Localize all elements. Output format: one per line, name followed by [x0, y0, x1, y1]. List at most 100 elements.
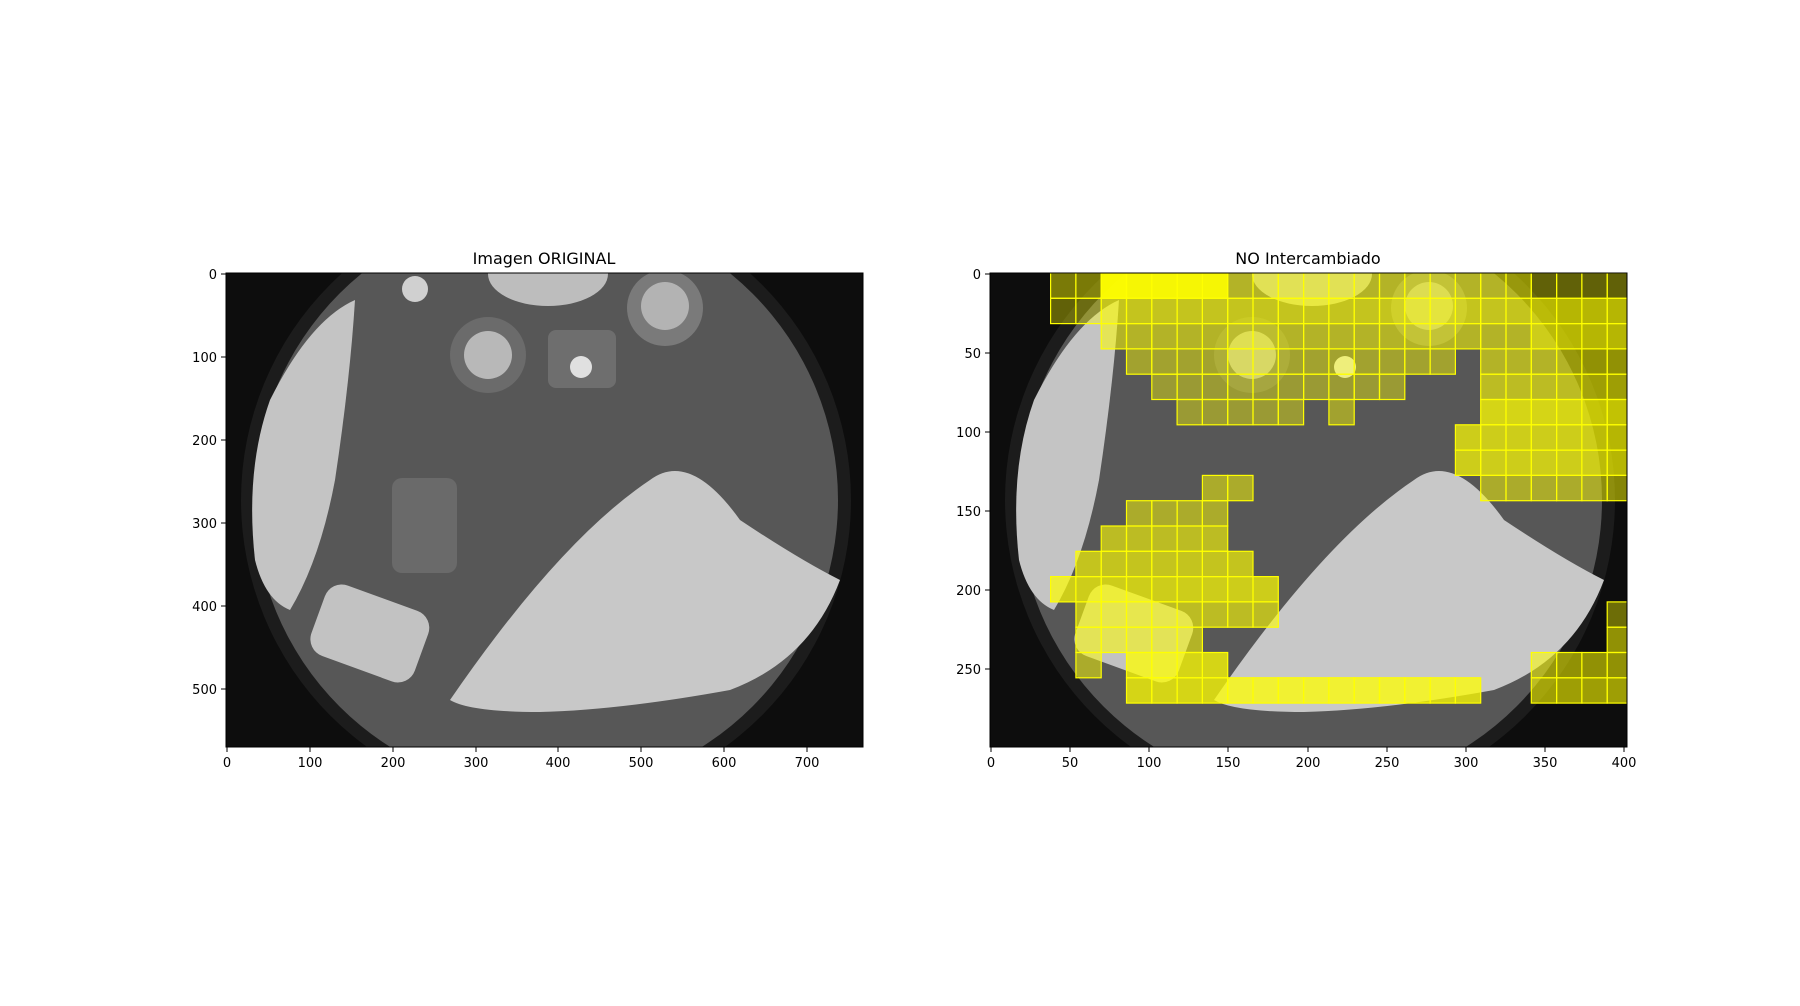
saliency-patch — [1606, 424, 1627, 451]
saliency-patch — [1555, 474, 1583, 502]
saliency-patch — [1100, 323, 1128, 350]
saliency-patch — [1151, 500, 1178, 527]
saliency-patch — [1505, 449, 1532, 477]
saliency-patch — [1454, 424, 1482, 451]
saliency-patch — [1404, 273, 1431, 299]
saliency-patch — [1606, 398, 1627, 426]
saliency-patch — [1328, 373, 1355, 401]
saliency-patch — [1328, 677, 1355, 704]
saliency-patch — [1505, 373, 1532, 401]
saliency-patch — [1353, 677, 1381, 704]
x-axis-original: 0 100 200 300 400 500 600 700 — [223, 747, 820, 771]
saliency-patch — [1555, 398, 1583, 426]
saliency-patch — [1125, 273, 1153, 299]
saliency-patch — [1201, 677, 1229, 704]
saliency-patch — [1480, 348, 1507, 375]
saliency-patch — [1404, 323, 1431, 350]
saliency-patch — [1530, 651, 1558, 679]
saliency-patch — [1201, 601, 1229, 628]
saliency-patch — [1176, 651, 1203, 679]
x-tick-label: 700 — [795, 756, 820, 771]
saliency-patch — [1227, 575, 1254, 603]
saliency-patch — [1404, 677, 1431, 704]
saliency-patch — [1429, 323, 1456, 350]
saliency-patch — [1530, 273, 1558, 299]
saliency-patch — [1252, 677, 1279, 704]
saliency-patch — [1606, 373, 1627, 401]
saliency-patch — [1328, 323, 1355, 350]
saliency-patch — [1581, 297, 1608, 325]
x-tick-label: 50 — [1062, 756, 1079, 771]
x-tick-label: 200 — [381, 756, 406, 771]
saliency-patch — [1176, 348, 1203, 375]
y-tick-label: 150 — [956, 505, 981, 520]
saliency-patch — [1277, 398, 1305, 426]
saliency-patch — [1151, 273, 1178, 299]
saliency-patch — [1201, 500, 1229, 527]
y-axis-overlay: 0 50 100 150 200 250 — [956, 268, 990, 678]
saliency-patch — [1302, 348, 1330, 375]
saliency-patch — [1151, 651, 1178, 679]
saliency-patch — [1328, 297, 1355, 325]
x-tick-label: 400 — [546, 756, 571, 771]
y-tick-label: 0 — [209, 268, 217, 283]
saliency-patch — [1606, 677, 1627, 704]
saliency-patch — [1252, 273, 1279, 299]
x-tick-label: 350 — [1533, 756, 1558, 771]
saliency-patch — [1302, 323, 1330, 350]
saliency-patch — [1075, 550, 1102, 578]
y-tick-label: 250 — [956, 663, 981, 678]
saliency-patch — [1075, 601, 1102, 628]
saliency-patch — [1125, 651, 1153, 679]
y-tick-label: 300 — [192, 517, 217, 532]
saliency-patch — [1201, 297, 1229, 325]
saliency-patch — [1227, 601, 1254, 628]
saliency-patch — [1049, 297, 1077, 325]
saliency-patch — [1277, 323, 1305, 350]
saliency-patch — [1555, 297, 1583, 325]
y-tick-label: 400 — [192, 600, 217, 615]
saliency-patch — [1227, 373, 1254, 401]
panel-overlay: NO Intercambiado 0 — [956, 249, 1636, 771]
saliency-patch — [1505, 424, 1532, 451]
saliency-patch — [1328, 348, 1355, 375]
saliency-patch — [1606, 626, 1627, 654]
saliency-patch — [1252, 373, 1279, 401]
saliency-patch — [1530, 398, 1558, 426]
saliency-patch — [1100, 297, 1128, 325]
saliency-patch — [1252, 297, 1279, 325]
saliency-patch — [1227, 348, 1254, 375]
saliency-patch — [1530, 348, 1558, 375]
saliency-patch — [1100, 525, 1128, 552]
saliency-patch — [1606, 273, 1627, 299]
x-tick-label: 100 — [1137, 756, 1162, 771]
saliency-patch — [1125, 348, 1153, 375]
saliency-patch — [1429, 273, 1456, 299]
panel-original: Imagen ORIGINAL — [192, 249, 864, 771]
saliency-patch — [1555, 677, 1583, 704]
saliency-patch — [1555, 651, 1583, 679]
saliency-patch — [1201, 550, 1229, 578]
y-tick-label: 200 — [956, 584, 981, 599]
saliency-patch — [1100, 601, 1128, 628]
saliency-patch — [1227, 550, 1254, 578]
saliency-patch — [1606, 601, 1627, 628]
saliency-patch — [1302, 677, 1330, 704]
saliency-patch — [1252, 575, 1279, 603]
axes-frame-original — [225, 272, 864, 748]
saliency-patch — [1151, 677, 1178, 704]
x-tick-label: 0 — [223, 756, 231, 771]
saliency-patch — [1176, 323, 1203, 350]
x-tick-label: 100 — [298, 756, 323, 771]
saliency-patch — [1555, 323, 1583, 350]
saliency-patch — [1125, 550, 1153, 578]
saliency-patch — [1151, 601, 1178, 628]
y-tick-label: 100 — [192, 351, 217, 366]
saliency-patch — [1378, 273, 1406, 299]
saliency-patch — [1353, 323, 1381, 350]
x-tick-label: 500 — [629, 756, 654, 771]
saliency-patch — [1125, 677, 1153, 704]
saliency-patch — [1530, 373, 1558, 401]
x-tick-label: 0 — [987, 756, 995, 771]
saliency-patch — [1505, 398, 1532, 426]
